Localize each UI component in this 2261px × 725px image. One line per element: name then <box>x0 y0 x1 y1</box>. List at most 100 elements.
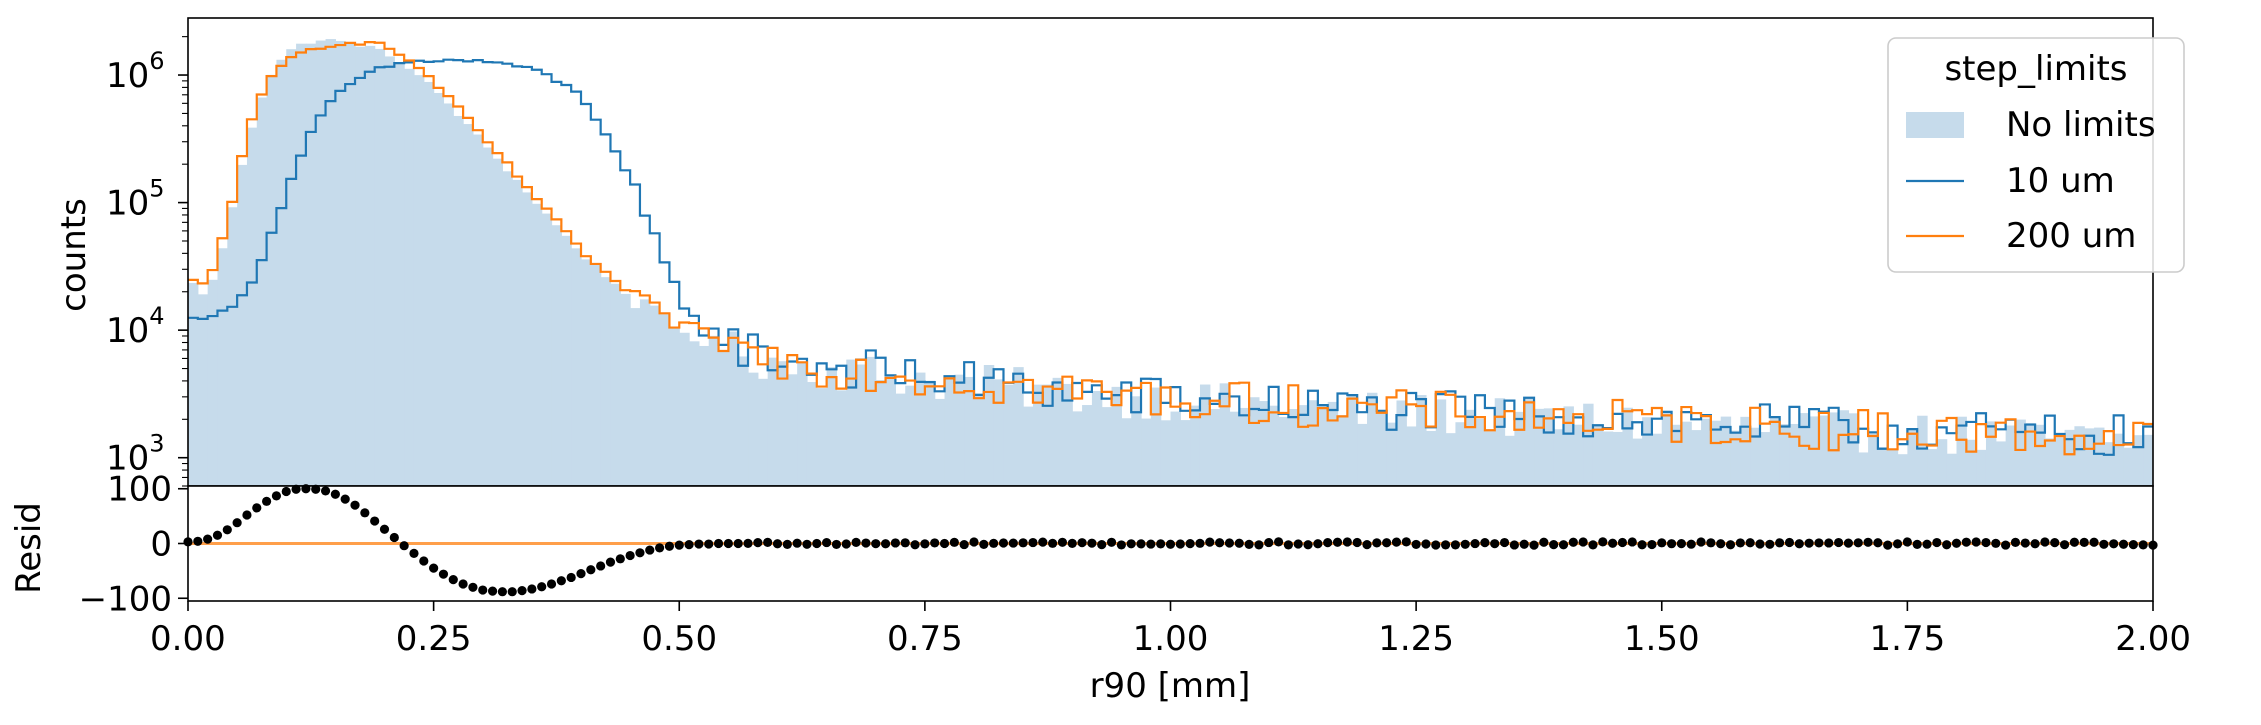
y-tick-label: 104 <box>106 302 165 351</box>
residual-point <box>822 537 832 548</box>
resid-y-tick-label: 100 <box>107 470 172 510</box>
residual-point <box>429 563 439 573</box>
residual-point <box>1411 539 1421 550</box>
residual-point <box>212 530 223 540</box>
hist-bar-no-limits <box>2025 423 2036 486</box>
hist-bar-no-limits <box>404 68 415 486</box>
hist-bar-no-limits <box>1317 404 1329 486</box>
hist-bar-no-limits <box>266 74 278 486</box>
residual-point <box>1991 538 2001 548</box>
hist-bar-no-limits <box>1642 417 1653 486</box>
hist-bar-no-limits <box>1327 401 1339 486</box>
hist-bar-no-limits <box>915 372 926 486</box>
residual-point <box>1018 538 1028 548</box>
hist-bar-no-limits <box>374 48 386 486</box>
residual-point <box>566 572 576 583</box>
residual-point <box>1048 538 1058 548</box>
hist-bar-no-limits <box>1475 418 1486 486</box>
hist-bar-no-limits <box>1750 427 1761 486</box>
hist-bar-no-limits <box>1121 418 1132 486</box>
hist-bar-no-limits <box>1848 413 1859 486</box>
hist-bar-no-limits <box>2094 427 2105 486</box>
residual-point <box>1853 538 1863 548</box>
residual-point <box>959 539 969 550</box>
residual-point <box>1745 538 1755 548</box>
residual-point <box>1961 537 1971 547</box>
hist-bar-no-limits <box>1268 405 1280 486</box>
residual-point <box>1490 539 1500 549</box>
hist-bar-no-limits <box>1239 407 1250 486</box>
residual-point <box>1971 537 1981 547</box>
x-axis-label: r90 [mm] <box>1090 666 1251 706</box>
residual-point <box>1814 538 1824 548</box>
residual-point <box>949 537 959 547</box>
hist-bar-no-limits <box>885 376 896 486</box>
hist-bar-no-limits <box>748 372 759 486</box>
hist-bar-no-limits <box>767 357 779 486</box>
hist-bar-no-limits <box>1003 384 1014 486</box>
hist-bar-no-limits <box>1543 408 1555 486</box>
residual-point <box>1657 538 1667 548</box>
hist-bar-no-limits <box>1190 405 1201 486</box>
hist-bar-no-limits <box>413 75 425 486</box>
residual-point <box>271 491 282 501</box>
residual-point <box>1303 540 1313 550</box>
residual-point <box>753 538 763 548</box>
residual-point <box>1116 540 1126 550</box>
residual-point <box>1608 538 1618 548</box>
residual-point <box>1942 540 1952 550</box>
residual-point <box>370 516 380 526</box>
residual-point <box>360 508 370 518</box>
residual-point <box>497 587 507 597</box>
hist-bar-no-limits <box>924 380 936 486</box>
residual-point <box>1588 540 1598 550</box>
residual-point <box>1146 539 1156 549</box>
hist-bar-no-limits <box>522 192 533 486</box>
residual-point <box>1755 539 1765 549</box>
hist-bar-no-limits <box>954 374 965 486</box>
hist-bar-no-limits <box>1445 433 1457 486</box>
residual-point <box>792 538 802 548</box>
residual-point <box>2050 538 2060 548</box>
residual-point <box>1892 539 1903 549</box>
hist-bar-no-limits <box>944 376 955 486</box>
y-tick-label: 106 <box>106 47 165 96</box>
hist-bar-no-limits <box>1779 424 1791 486</box>
hist-bar-no-limits <box>472 134 484 486</box>
hist-bar-no-limits <box>1583 403 1594 486</box>
residual-point <box>1804 538 1814 548</box>
hist-bar-no-limits <box>1966 439 1977 486</box>
residual-point <box>743 538 753 548</box>
residual-point <box>1372 538 1382 548</box>
residual-point <box>635 548 645 558</box>
residual-point <box>1539 537 1549 547</box>
hist-bar-no-limits <box>806 382 818 486</box>
hist-bar-no-limits <box>1052 377 1064 486</box>
resid-y-tick-label: 0 <box>150 525 172 565</box>
residual-point <box>252 503 262 513</box>
hist-bar-no-limits <box>2015 419 2026 486</box>
residual-point <box>586 565 596 575</box>
residual-point <box>1234 538 1244 548</box>
residual-point <box>1264 537 1274 548</box>
residual-point <box>1676 538 1686 549</box>
x-tick-label: 2.00 <box>2115 619 2191 659</box>
residual-point <box>281 486 291 497</box>
residual-point <box>910 540 920 550</box>
residual-point <box>262 496 272 506</box>
hist-bar-no-limits <box>1514 411 1525 486</box>
hist-bar-no-limits <box>2005 425 2017 486</box>
hist-bar-no-limits <box>1455 422 1466 486</box>
residual-point <box>1028 537 1038 548</box>
residual-point <box>320 486 331 496</box>
residual-panel: 100 0 −100 0.00 0.25 0.50 0.75 1.00 1.25 1.50 1.7… <box>9 470 2191 706</box>
hist-bar-no-limits <box>1956 416 1967 486</box>
residual-point <box>1686 539 1696 549</box>
hist-bar-no-limits <box>610 283 621 486</box>
hist-bar-no-limits <box>1710 420 1722 486</box>
hist-step-200um <box>188 41 2153 456</box>
residual-point <box>2040 537 2050 547</box>
residual-point <box>920 539 930 549</box>
residual-point <box>311 484 321 494</box>
residual-point <box>1283 540 1293 550</box>
